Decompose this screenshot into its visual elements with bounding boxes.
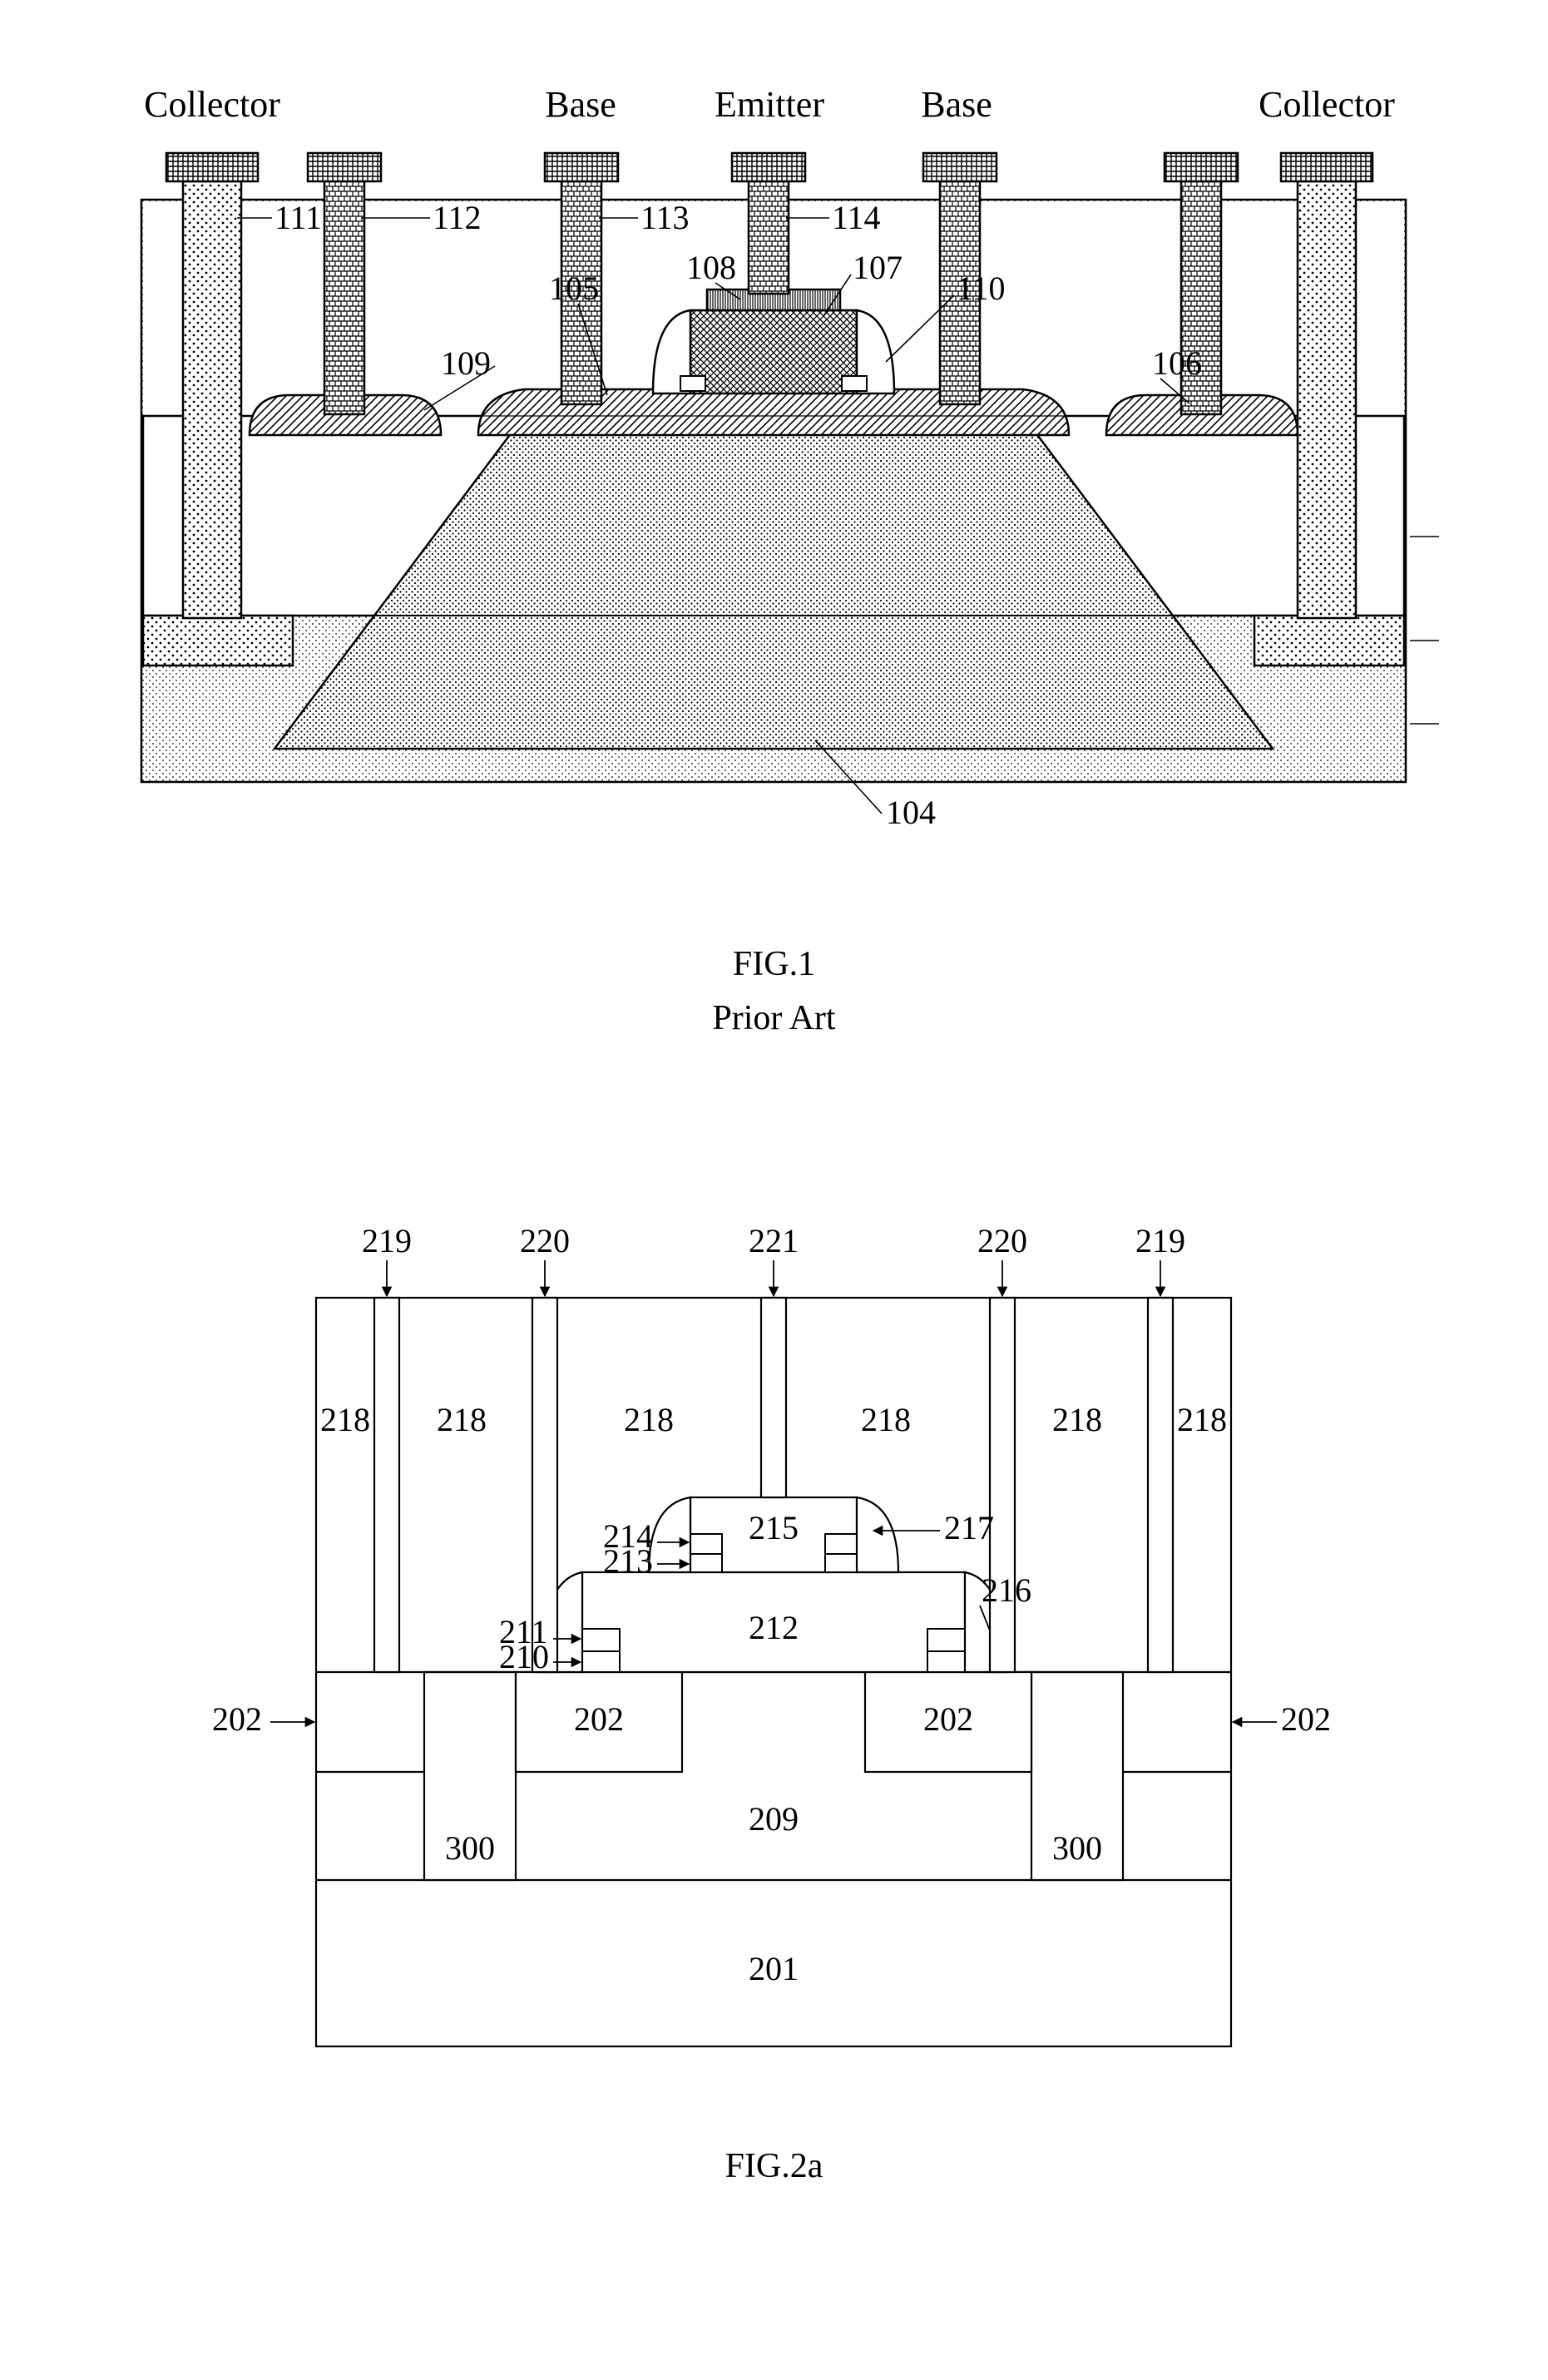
label-collector-right: Collector — [1259, 84, 1395, 125]
label-base-left: Base — [545, 84, 616, 125]
ref-109: 109 — [441, 344, 491, 382]
ref-218-2: 218 — [437, 1401, 487, 1438]
ref-202-r: 202 — [1281, 1700, 1331, 1738]
ref-218-1: 218 — [320, 1401, 370, 1438]
ref-218-3: 218 — [624, 1401, 674, 1438]
ref-300-r: 300 — [1052, 1829, 1102, 1867]
ref-213: 213 — [603, 1542, 653, 1580]
fig1-buried-right — [1254, 616, 1404, 666]
fig1-terminal-labels: Collector Base Emitter Base Collector — [144, 84, 1395, 125]
ref-111: 111 — [274, 199, 322, 236]
ref-210: 210 — [499, 1638, 549, 1675]
ref-220-r: 220 — [977, 1222, 1027, 1259]
ref-212: 212 — [749, 1609, 799, 1646]
ref-112: 112 — [433, 199, 482, 236]
ref-220-l: 220 — [520, 1222, 570, 1259]
fig2a-svg: 219 220 221 220 219 218 218 218 218 218 … — [108, 1190, 1439, 2105]
ref-221: 221 — [749, 1222, 799, 1259]
ref-219-l: 219 — [362, 1222, 412, 1259]
ref-104: 104 — [886, 794, 936, 831]
ref-114: 114 — [832, 199, 881, 236]
label-emitter: Emitter — [715, 84, 824, 125]
ref-202-c2: 202 — [923, 1700, 973, 1738]
fig1-caption: FIG.1 — [0, 944, 1548, 984]
page: Collector Base Emitter Base Collector 11… — [0, 0, 1548, 2380]
ref-209: 209 — [749, 1800, 799, 1838]
ref-105: 105 — [549, 270, 599, 307]
ref-202-c1: 202 — [574, 1700, 624, 1738]
ref-108: 108 — [686, 249, 736, 286]
ref-110: 110 — [957, 270, 1006, 307]
fig1-svg: Collector Base Emitter Base Collector 11… — [108, 67, 1439, 882]
ref-202-l: 202 — [212, 1700, 262, 1738]
ref-218-5: 218 — [1052, 1401, 1102, 1438]
ref-300-l: 300 — [445, 1829, 495, 1867]
fig2a-caption: FIG.2a — [0, 2146, 1548, 2186]
fig1-buried-left — [143, 616, 293, 666]
ref-201: 201 — [749, 1950, 799, 1987]
fig1-emitter-poly — [690, 310, 857, 393]
ref-218-4: 218 — [861, 1401, 911, 1438]
ref-217: 217 — [944, 1509, 994, 1546]
ref-218-6: 218 — [1177, 1401, 1227, 1438]
ref-107: 107 — [853, 249, 903, 286]
ref-215: 215 — [749, 1509, 799, 1546]
ref-113: 113 — [640, 199, 690, 236]
ref-216: 216 — [982, 1571, 1031, 1609]
label-collector-left: Collector — [144, 84, 280, 125]
label-base-right: Base — [921, 84, 992, 125]
fig1-subcaption: Prior Art — [0, 998, 1548, 1038]
ref-219-r: 219 — [1135, 1222, 1185, 1259]
ref-106: 106 — [1152, 344, 1202, 382]
